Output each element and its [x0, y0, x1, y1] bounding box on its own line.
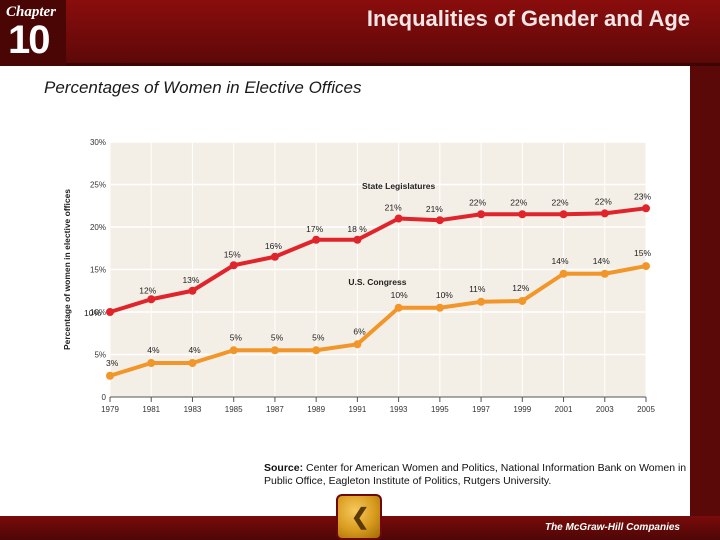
- data-label: 4%: [147, 345, 160, 355]
- x-tick-label: 1983: [184, 405, 202, 414]
- data-point: [188, 286, 197, 295]
- data-point: [353, 340, 362, 349]
- x-tick-label: 1981: [142, 405, 160, 414]
- x-tick-label: 2001: [555, 405, 573, 414]
- source-text: Center for American Women and Politics, …: [264, 462, 687, 487]
- data-point: [518, 210, 527, 219]
- series-line-state-legislatures: [109, 206, 647, 314]
- header-divider: [0, 63, 720, 66]
- data-label: 3%: [106, 358, 119, 368]
- data-point: [353, 235, 362, 244]
- data-point: [435, 216, 444, 225]
- data-point: [147, 359, 156, 367]
- x-tick-label: 1979: [101, 405, 119, 414]
- data-point: [270, 346, 279, 355]
- data-point: [229, 261, 238, 270]
- source-note: Source: Center for American Women and Po…: [264, 462, 694, 488]
- data-point: [435, 303, 444, 312]
- series-annotation-us-congress: U.S. Congress: [348, 277, 406, 287]
- data-label: 10%: [84, 308, 101, 318]
- y-axis-label: Percentage of women in elective offices: [62, 189, 72, 350]
- data-point: [106, 371, 114, 380]
- back-button[interactable]: ❮: [336, 494, 382, 540]
- data-point: [312, 235, 321, 244]
- series-line-us-congress: [109, 264, 647, 378]
- x-tick-label: 1999: [513, 405, 531, 414]
- data-label: 12%: [139, 285, 156, 295]
- x-tick-label: 2003: [596, 405, 614, 414]
- data-point: [229, 346, 238, 355]
- data-point: [312, 346, 321, 355]
- chapter-badge: Chapter 10: [0, 0, 66, 66]
- data-point: [394, 214, 403, 223]
- publisher-logo: The McGraw-Hill Companies: [544, 522, 680, 533]
- data-label: 23%: [634, 191, 651, 201]
- data-point: [642, 262, 650, 271]
- chapter-header: [0, 0, 720, 66]
- data-label: 22%: [595, 196, 612, 206]
- x-tick-label: 1985: [225, 405, 243, 414]
- x-tick-label: 1995: [431, 405, 449, 414]
- data-label: 22%: [469, 197, 486, 207]
- y-tick-label: 0: [102, 393, 107, 402]
- data-label: 14%: [552, 256, 569, 266]
- x-tick-label: 1993: [390, 405, 408, 414]
- data-label: 13%: [182, 275, 199, 285]
- data-label: 11%: [469, 284, 486, 294]
- data-label: 10%: [436, 290, 453, 300]
- data-label: 15%: [634, 248, 651, 258]
- chapter-label: Chapter: [6, 4, 57, 20]
- data-point: [600, 269, 609, 278]
- x-tick-label: 2005: [637, 405, 655, 414]
- data-point: [559, 269, 568, 278]
- chapter-title: Inequalities of Gender and Age: [366, 6, 690, 31]
- data-label: 4%: [188, 345, 201, 355]
- y-tick-label: 20%: [90, 223, 106, 232]
- data-point: [518, 296, 527, 305]
- x-tick-label: 1997: [472, 405, 490, 414]
- x-tick-label: 1989: [307, 405, 325, 414]
- chapter-number: 10: [8, 18, 50, 62]
- data-point: [106, 308, 114, 316]
- data-label: 22%: [552, 197, 569, 207]
- data-label: 5%: [230, 332, 243, 342]
- data-point: [188, 359, 197, 367]
- data-point: [477, 210, 486, 219]
- data-label: 21%: [426, 204, 443, 214]
- data-label: 5%: [312, 332, 325, 342]
- data-point: [559, 210, 568, 219]
- data-label: 6%: [353, 326, 366, 336]
- data-point: [270, 252, 279, 261]
- back-arrow-icon: ❮: [351, 504, 370, 529]
- data-label: 17%: [306, 224, 323, 234]
- y-tick-label: 15%: [90, 266, 106, 275]
- x-tick-label: 1987: [266, 405, 284, 414]
- data-point: [394, 303, 403, 312]
- data-label: 10%: [391, 290, 408, 300]
- data-label: 22%: [510, 197, 527, 207]
- data-point: [642, 204, 650, 213]
- y-tick-label: 30%: [90, 138, 106, 147]
- series-annotation-state-legislatures: State Legislatures: [362, 181, 435, 191]
- line-chart: 0 5% 10% 15% 20% 25% 30% 1979 1981 1983 1985 1987 19…: [62, 138, 655, 414]
- data-label: 15%: [224, 249, 241, 259]
- data-label: 12%: [512, 283, 529, 293]
- data-label: 5%: [271, 332, 284, 342]
- y-tick-label: 25%: [90, 181, 106, 190]
- data-label: 14%: [593, 256, 610, 266]
- data-point: [600, 209, 609, 218]
- x-tick-label: 1991: [348, 405, 366, 414]
- data-point: [477, 297, 486, 306]
- data-point: [147, 295, 156, 304]
- data-label: 21%: [385, 203, 402, 213]
- slide-title: Percentages of Women in Elective Offices: [44, 78, 362, 97]
- y-tick-label: 10%: [90, 308, 106, 317]
- source-label: Source:: [264, 462, 304, 474]
- data-label: 18 %: [347, 224, 367, 234]
- y-tick-label: 5%: [94, 351, 106, 360]
- data-label: 16%: [265, 241, 282, 251]
- right-border: [690, 66, 720, 516]
